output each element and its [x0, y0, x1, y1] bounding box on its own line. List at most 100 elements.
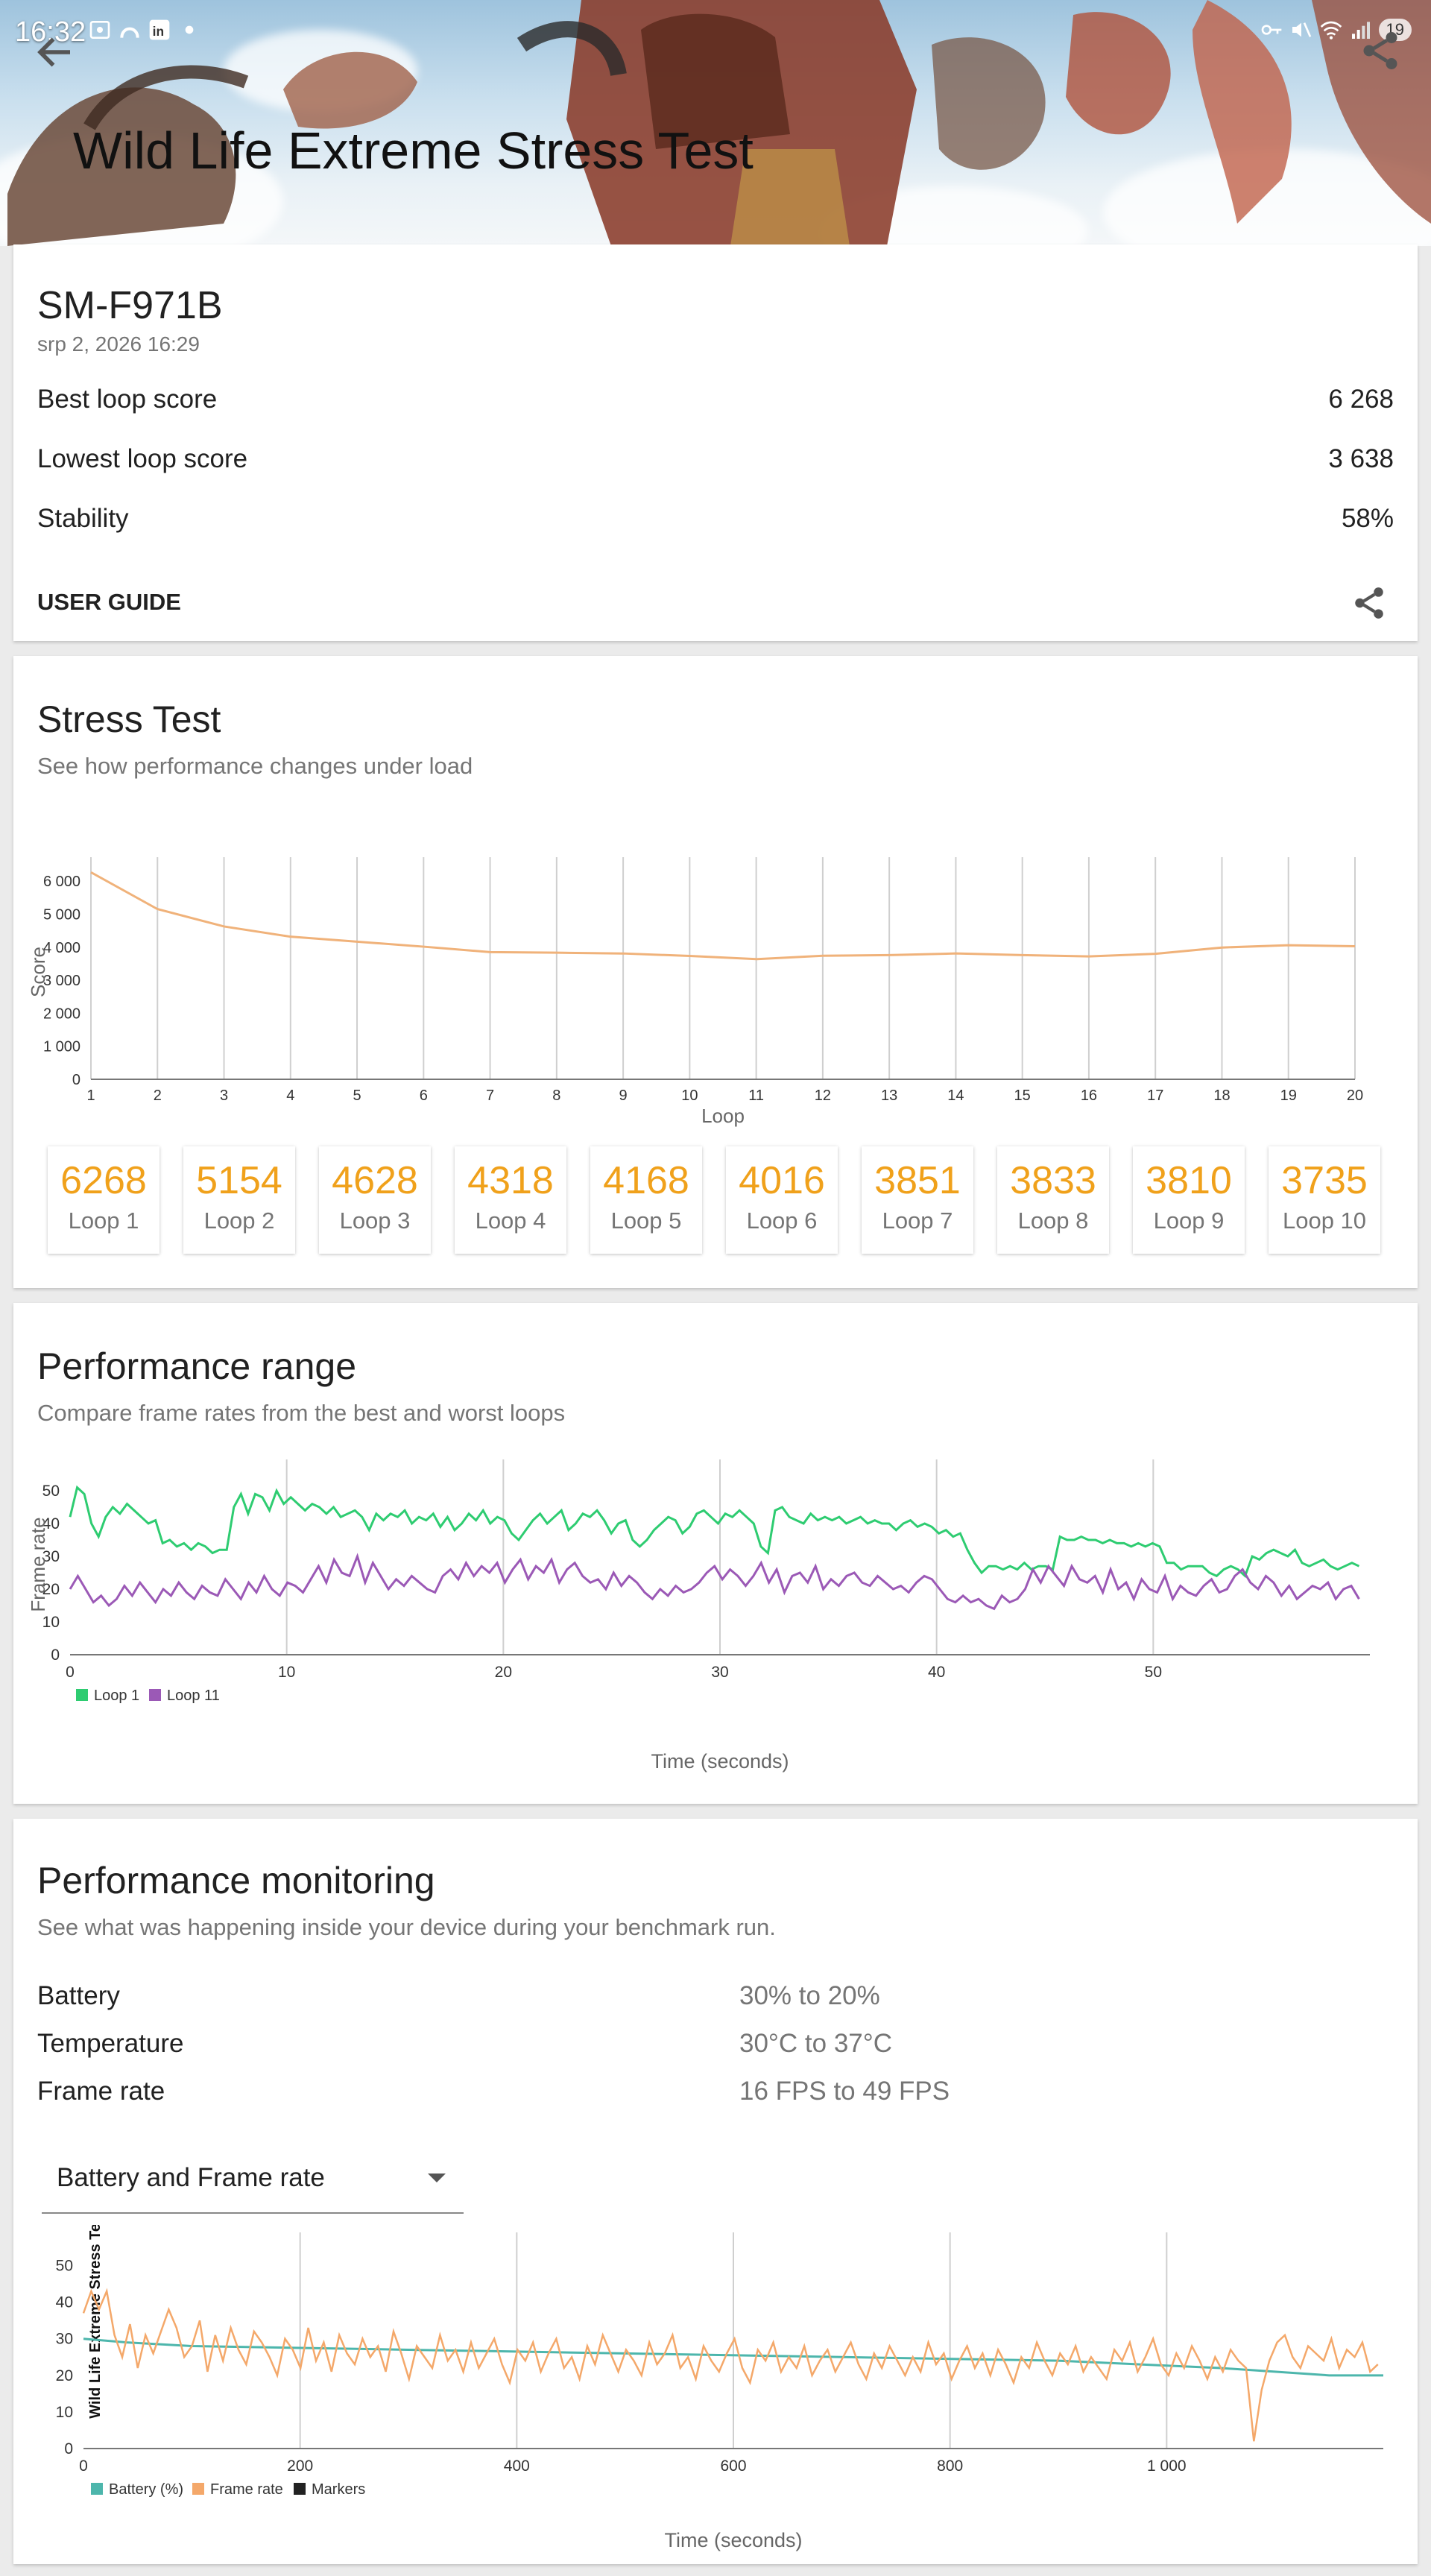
stability-row: Stability 58% — [37, 504, 1394, 534]
metric-dropdown-value: Battery and Frame rate — [57, 2163, 325, 2192]
loop-score-value: 3735 — [1281, 1159, 1368, 1202]
x-tick-label: 20 — [495, 1664, 512, 1681]
y-tick-label: 40 — [42, 1515, 60, 1532]
test-date: srp 2, 2026 16:29 — [37, 332, 200, 356]
frame-rate-series-line — [69, 1553, 1360, 1611]
loop-score-label: Loop 4 — [475, 1208, 546, 1234]
battery-value: 30% to 20% — [739, 1981, 880, 2010]
loop-score-value: 3810 — [1146, 1159, 1232, 1202]
x-tick-label: 1 — [86, 1087, 95, 1104]
loop-score-label: Loop 6 — [746, 1208, 818, 1234]
x-tick-label: 0 — [79, 2457, 88, 2475]
x-axis-label: Time (seconds) — [664, 2529, 802, 2551]
range-title: Performance range — [37, 1345, 357, 1387]
y-axis-label: Score — [27, 947, 49, 997]
stress-subtitle: See how performance changes under load — [37, 753, 473, 779]
x-tick-label: 16 — [1081, 1087, 1097, 1104]
loop-score-box: 4016 Loop 6 — [726, 1146, 838, 1254]
best-loop-value: 6 268 — [1328, 385, 1394, 414]
x-tick-label: 800 — [937, 2457, 963, 2475]
device-name: SM-F971B — [37, 284, 223, 327]
y-axis-label: Frame rate — [27, 1517, 49, 1611]
legend-swatch — [294, 2483, 306, 2495]
page-title: Wild Life Extreme Stress Test — [73, 121, 754, 180]
x-axis-label: Time (seconds) — [651, 1750, 789, 1772]
loop-scores: 6268 Loop 1 5154 Loop 2 4628 Loop 3 4318 Loo… — [48, 1146, 1389, 1258]
x-tick-label: 10 — [681, 1087, 698, 1104]
frame-rate-range-chart: 0 10 20 30 40 50 0 10 20 30 40 50 Frame rate Loop 1 Lo… — [27, 1459, 1370, 1772]
legend-swatch — [149, 1689, 161, 1701]
legend-label: Loop 11 — [167, 1688, 220, 1704]
signal-icon — [1351, 22, 1370, 39]
y-tick-label: 40 — [56, 2294, 73, 2311]
best-loop-row: Best loop score 6 268 — [37, 385, 1394, 414]
summary-card: SM-F971B srp 2, 2026 16:29 Best loop sco… — [13, 244, 1418, 641]
loop-score-label: Loop 9 — [1153, 1208, 1225, 1234]
y-tick-label: 3 000 — [43, 973, 80, 989]
svg-text:in: in — [153, 24, 164, 39]
y-axis-label: Wild Life Extreme Stress Test — [87, 2225, 104, 2419]
loop-score-label: Loop 2 — [203, 1208, 275, 1234]
y-tick-label: 2 000 — [43, 1006, 80, 1022]
stress-test-card: Stress Test See how performance changes … — [13, 656, 1418, 1288]
frame-rate-row: Frame rate 16 FPS to 49 FPS — [37, 2077, 1394, 2109]
legend-swatch — [76, 1689, 88, 1701]
battery-label: Battery — [37, 1981, 120, 2010]
user-guide-button[interactable]: USER GUIDE — [37, 589, 181, 615]
loop-score-box: 3735 Loop 10 — [1269, 1146, 1380, 1254]
x-tick-label: 20 — [1347, 1087, 1363, 1104]
x-tick-label: 3 — [220, 1087, 228, 1104]
screenshot-icon — [89, 21, 110, 39]
x-tick-label: 15 — [1014, 1087, 1031, 1104]
lowest-loop-label: Lowest loop score — [37, 444, 248, 473]
loop-score-value: 4168 — [603, 1159, 689, 1202]
metric-dropdown[interactable]: Battery and Frame rate — [42, 2147, 464, 2214]
lowest-loop-value: 3 638 — [1328, 444, 1394, 473]
legend-swatch — [192, 2483, 204, 2495]
loop-score-label: Loop 5 — [610, 1208, 682, 1234]
loop-score-value: 3851 — [874, 1159, 961, 1202]
x-tick-label: 400 — [504, 2457, 530, 2475]
mute-icon — [1292, 22, 1311, 37]
x-tick-label: 40 — [928, 1664, 945, 1681]
loop-score-value: 4318 — [467, 1159, 554, 1202]
loop-score-label: Loop 1 — [68, 1208, 139, 1234]
y-tick-label: 5 000 — [43, 906, 80, 923]
battery-row: Battery 30% to 20% — [37, 1981, 1394, 2014]
loop-score-label: Loop 8 — [1017, 1208, 1089, 1234]
monitoring-subtitle: See what was happening inside your devic… — [37, 1914, 776, 1940]
linkedin-icon: in — [149, 19, 170, 40]
back-arrow-icon[interactable] — [33, 30, 78, 75]
battery-series-line — [83, 2337, 1383, 2377]
monitoring-title: Performance monitoring — [37, 1860, 435, 1901]
x-tick-label: 19 — [1280, 1087, 1297, 1104]
range-subtitle: Compare frame rates from the best and wo… — [37, 1400, 566, 1426]
x-tick-label: 7 — [486, 1087, 494, 1104]
status-bar: 16:32 in 19 — [0, 0, 1431, 67]
frame-rate-label: Frame rate — [37, 2077, 165, 2106]
x-tick-label: 12 — [815, 1087, 831, 1104]
x-tick-label: 50 — [1145, 1664, 1162, 1681]
y-tick-label: 30 — [56, 2331, 73, 2348]
app-icon — [120, 27, 139, 38]
share-icon[interactable] — [1351, 584, 1388, 622]
share-icon[interactable] — [1358, 28, 1403, 73]
monitoring-chart: 0 200 400 600 800 1 000 0 10 20 30 40 50 Wild Life E… — [56, 2225, 1383, 2551]
loop-score-box: 5154 Loop 2 — [183, 1146, 295, 1254]
stability-value: 58% — [1341, 504, 1394, 533]
x-tick-label: 11 — [748, 1087, 764, 1104]
y-tick-label: 20 — [56, 2367, 73, 2384]
loop-score-box: 4318 Loop 4 — [455, 1146, 566, 1254]
performance-monitoring-card: Performance monitoring See what was happ… — [13, 1819, 1418, 2564]
temperature-value: 30°C to 37°C — [739, 2029, 893, 2058]
x-tick-label: 6 — [420, 1087, 428, 1104]
wifi-icon — [1320, 21, 1342, 40]
x-tick-label: 17 — [1147, 1087, 1163, 1104]
y-tick-label: 4 000 — [43, 940, 80, 956]
x-tick-label: 18 — [1213, 1087, 1230, 1104]
loop-score-value: 4628 — [332, 1159, 418, 1202]
y-tick-label: 6 000 — [43, 874, 80, 890]
dot-icon — [185, 25, 194, 34]
x-tick-label: 13 — [881, 1087, 897, 1104]
frame-rate-series-line — [82, 2288, 1379, 2442]
